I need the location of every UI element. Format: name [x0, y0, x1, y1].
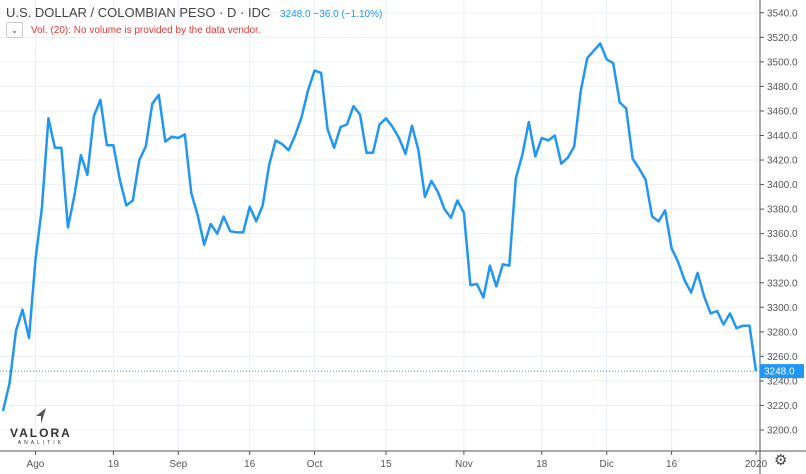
x-tick-label: 18 [536, 459, 548, 470]
y-tick-label: 3500.0 [767, 57, 798, 68]
y-tick-label: 3460.0 [767, 106, 798, 117]
x-tick-label: Nov [455, 459, 473, 470]
x-tick-label: 19 [108, 459, 120, 470]
last-price-badge: 3248.0 [760, 364, 804, 379]
y-axis[interactable]: 3200.0 3220.0 3240.0 3260.0 3280.0 3300.0 3320… [760, 8, 798, 437]
y-tick-label: 3480.0 [767, 82, 798, 93]
svg-text:3248.0: 3248.0 [764, 367, 795, 378]
x-tick-label: Oct [307, 459, 323, 470]
x-tick-label: 2020 [745, 459, 768, 470]
logo-mark-icon [35, 408, 46, 424]
x-tick-label: Dic [599, 459, 613, 470]
y-tick-label: 3360.0 [767, 229, 798, 240]
symbol-title: U.S. DOLLAR / COLOMBIAN PESO · D · IDC [6, 5, 271, 20]
x-tick-label: 15 [380, 459, 392, 470]
volume-legend: ⌄ Vol. (20): No volume is provided by th… [6, 22, 261, 38]
y-tick-label: 3400.0 [767, 180, 798, 191]
gear-icon[interactable]: ⚙ [774, 452, 788, 469]
y-tick-label: 3300.0 [767, 303, 798, 314]
y-tick-label: 3520.0 [767, 33, 798, 44]
y-tick-label: 3260.0 [767, 352, 798, 363]
volume-note: Vol. (20): No volume is provided by the … [31, 24, 261, 36]
grid [0, 0, 760, 451]
y-tick-label: 3380.0 [767, 205, 798, 216]
x-tick-label: 16 [244, 459, 256, 470]
y-tick-label: 3320.0 [767, 278, 798, 289]
price-quote: 3248.0 −36.0 (−1.10%) [280, 9, 383, 20]
x-tick-label: 16 [666, 459, 678, 470]
price-line [1, 42, 758, 412]
x-axis: Ago 19 Sep 16 Oct 15 Nov 18 Dic 16 2020 [27, 451, 768, 470]
y-tick-label: 3220.0 [767, 401, 798, 412]
y-tick-label: 3240.0 [767, 376, 798, 387]
y-tick-label: 3540.0 [767, 8, 798, 19]
x-tick-label: Sep [169, 459, 187, 470]
y-tick-label: 3340.0 [767, 254, 798, 265]
x-tick-label: Ago [27, 459, 45, 470]
y-tick-label: 3280.0 [767, 327, 798, 338]
valora-logo: VALORA ANALITIK [10, 408, 72, 446]
y-tick-label: 3420.0 [767, 156, 798, 167]
symbol-header: U.S. DOLLAR / COLOMBIAN PESO · D · IDC 3… [6, 5, 382, 20]
y-tick-label: 3440.0 [767, 131, 798, 142]
data-points [2, 43, 757, 411]
y-tick-label: 3200.0 [767, 426, 798, 437]
chevron-down-icon[interactable]: ⌄ [6, 22, 23, 38]
